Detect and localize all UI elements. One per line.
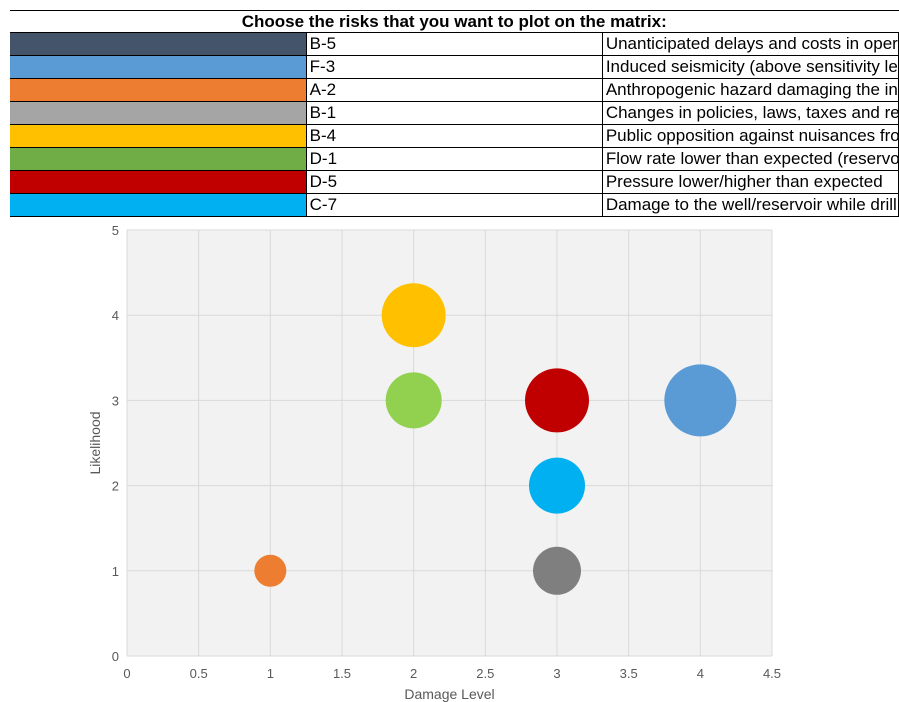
risk-code: D-1 — [305, 147, 603, 171]
risk-row-b-5[interactable]: B-5 Unanticipated delays and costs in ope… — [10, 32, 899, 56]
risk-row-f-3[interactable]: F-3 Induced seismicity (above sensitivity… — [10, 55, 899, 79]
risk-description: Flow rate lower than expected (reservoir… — [601, 147, 899, 171]
y-axis-label: Likelihood — [87, 411, 103, 474]
risk-code: B-1 — [305, 101, 603, 125]
y-tick-label: 5 — [112, 223, 119, 238]
table-header: Choose the risks that you want to plot o… — [10, 10, 899, 33]
color-swatch — [10, 32, 307, 56]
bubble-f-3[interactable] — [664, 364, 737, 437]
y-tick-label: 1 — [112, 564, 119, 579]
x-tick-label: 4 — [697, 666, 704, 681]
risk-row-d-5[interactable]: D-5 Pressure lower/higher than expected — [10, 170, 899, 194]
x-tick-label: 1 — [267, 666, 274, 681]
x-tick-label: 1.5 — [333, 666, 351, 681]
bubble-d-1[interactable] — [385, 372, 442, 429]
bubble-b-4[interactable] — [381, 283, 446, 348]
bubble-c-7[interactable] — [529, 457, 585, 514]
x-axis-label: Damage Level — [404, 686, 494, 702]
risk-description: Pressure lower/higher than expected — [601, 170, 899, 194]
color-swatch — [10, 193, 307, 217]
x-tick-label: 0.5 — [190, 666, 208, 681]
risk-code: B-4 — [305, 124, 603, 148]
risk-code: B-5 — [305, 32, 603, 56]
color-swatch — [10, 101, 307, 125]
risk-description: Damage to the well/reservoir while drill… — [601, 193, 899, 217]
data-points — [254, 283, 737, 595]
risk-code: C-7 — [305, 193, 603, 217]
color-swatch — [10, 78, 307, 102]
risk-row-b-4[interactable]: B-4 Public opposition against nuisances f… — [10, 124, 899, 148]
x-tick-label: 4.5 — [763, 666, 781, 681]
risk-description: Anthropogenic hazard damaging the infras… — [601, 78, 899, 102]
risk-selection-table: Choose the risks that you want to plot o… — [10, 10, 899, 217]
risk-code: A-2 — [305, 78, 603, 102]
risk-description: Changes in policies, laws, taxes and reg… — [601, 101, 899, 125]
y-tick-label: 4 — [112, 308, 119, 323]
x-tick-label: 3 — [553, 666, 560, 681]
risk-row-d-1[interactable]: D-1 Flow rate lower than expected (reserv… — [10, 147, 899, 171]
bubble-a-2[interactable] — [254, 554, 287, 587]
x-tick-label: 3.5 — [620, 666, 638, 681]
risk-description: Unanticipated delays and costs in operat… — [601, 32, 899, 56]
risk-description: Public opposition against nuisances from… — [601, 124, 899, 148]
risk-row-c-7[interactable]: C-7 Damage to the well/reservoir while dr… — [10, 193, 899, 217]
bubble-b-1[interactable] — [533, 546, 581, 595]
color-swatch — [10, 170, 307, 194]
y-tick-label: 2 — [112, 479, 119, 494]
table-header-row: Choose the risks that you want to plot o… — [10, 10, 899, 33]
color-swatch — [10, 124, 307, 148]
x-tick-label: 2.5 — [476, 666, 494, 681]
x-tick-label: 2 — [410, 666, 417, 681]
risk-code: F-3 — [305, 55, 603, 79]
risk-row-b-1[interactable]: B-1 Changes in policies, laws, taxes and … — [10, 101, 899, 125]
risk-description: Induced seismicity (above sensitivity le… — [601, 55, 899, 79]
bubble-d-5[interactable] — [525, 368, 589, 433]
color-swatch — [10, 147, 307, 171]
y-tick-label: 3 — [112, 393, 119, 408]
risk-code: D-5 — [305, 170, 603, 194]
x-tick-label: 0 — [123, 666, 130, 681]
y-tick-label: 0 — [112, 649, 119, 664]
color-swatch — [10, 55, 307, 79]
plot-area — [127, 230, 772, 656]
tick-labels: 0 0.5 1 1.5 2 2.5 3 3.5 4 4.5 0 1 2 3 4 5 — [112, 223, 781, 681]
